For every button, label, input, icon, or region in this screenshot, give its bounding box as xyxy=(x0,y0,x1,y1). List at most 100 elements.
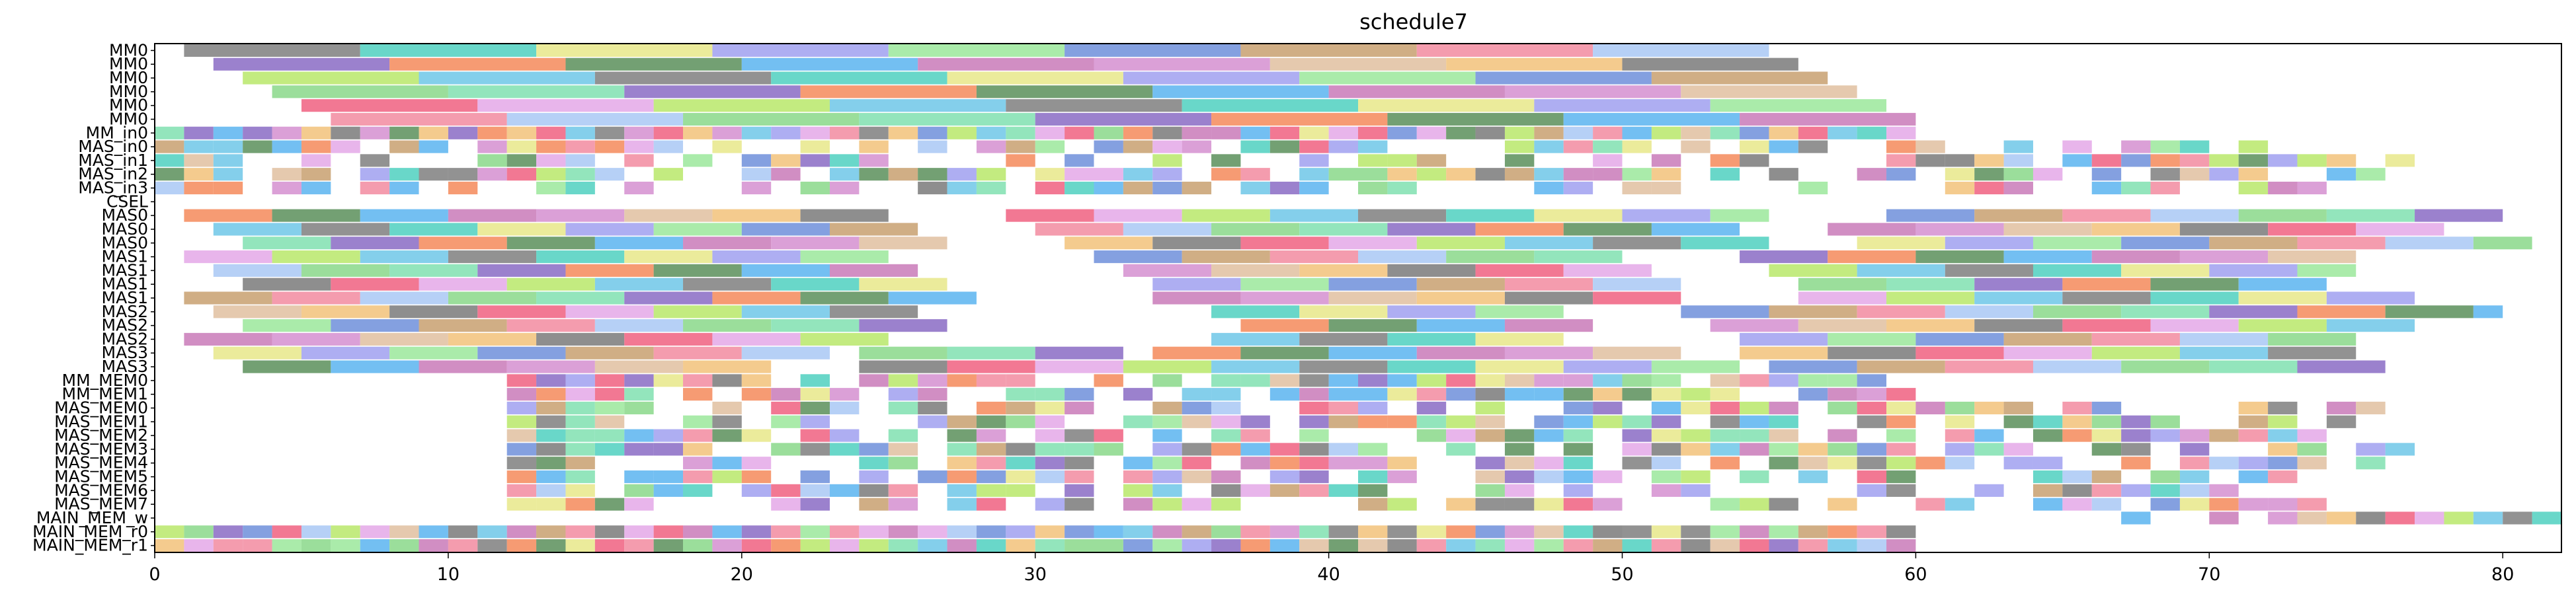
gantt-bar xyxy=(1886,278,1975,291)
gantt-bar xyxy=(301,99,478,112)
gantt-bar xyxy=(1710,457,1740,470)
gantt-bar xyxy=(1152,457,1182,470)
gantt-bar xyxy=(1328,539,1358,552)
gantt-bar xyxy=(1945,415,1975,428)
gantt-bar xyxy=(477,126,507,139)
gantt-bar xyxy=(1006,443,1035,456)
gantt-bar xyxy=(331,319,419,332)
gantt-bar xyxy=(1563,470,1593,484)
gantt-bar xyxy=(565,264,654,277)
gantt-bar xyxy=(800,85,977,98)
gantt-bar xyxy=(1358,470,1388,484)
gantt-bar xyxy=(2268,154,2298,167)
gantt-bar xyxy=(1358,126,1388,139)
gantt-bar xyxy=(1035,429,1065,442)
gantt-bar xyxy=(1358,484,1388,497)
gantt-bar xyxy=(1006,415,1035,428)
gantt-bar xyxy=(800,154,830,167)
gantt-bar xyxy=(389,223,478,236)
gantt-bar xyxy=(2003,415,2033,428)
gantt-bar xyxy=(1387,498,1417,511)
gantt-bar xyxy=(1504,539,1535,552)
gantt-bar xyxy=(1328,374,1358,387)
gantt-bar xyxy=(1387,415,1417,428)
gantt-bar xyxy=(1534,457,1564,470)
gantt-bar xyxy=(1416,237,1505,250)
gantt-bar xyxy=(1065,388,1094,401)
gantt-bar xyxy=(1504,346,1593,359)
y-tick-label: MM_MEM0 xyxy=(62,371,148,390)
gantt-bar xyxy=(1974,484,2004,497)
gantt-bar xyxy=(1152,443,1182,456)
gantt-bar xyxy=(1828,346,1916,359)
gantt-bar xyxy=(1504,154,1535,167)
gantt-bar xyxy=(536,388,566,401)
gantt-bar xyxy=(1651,168,1681,181)
gantt-bar xyxy=(1269,539,1300,552)
gantt-bar xyxy=(683,126,713,139)
gantt-bar xyxy=(2326,154,2356,167)
gantt-bar xyxy=(1651,154,1681,167)
gantt-bar xyxy=(859,470,889,484)
gantt-bar xyxy=(1563,539,1593,552)
gantt-bar xyxy=(2268,346,2356,359)
gantt-bar xyxy=(1475,429,1505,442)
gantt-bar xyxy=(1504,140,1535,153)
gantt-bar xyxy=(2209,154,2239,167)
gantt-bar xyxy=(2297,511,2327,525)
gantt-bar xyxy=(1240,484,1270,497)
gantt-bar xyxy=(2150,181,2180,195)
gantt-bar xyxy=(2150,484,2180,497)
gantt-bar xyxy=(2415,511,2444,525)
gantt-bar xyxy=(1622,168,1652,181)
gantt-bar xyxy=(712,332,801,346)
gantt-bar xyxy=(1358,498,1388,511)
gantt-bar xyxy=(565,457,595,470)
gantt-bar xyxy=(448,525,478,539)
gantt-bar xyxy=(272,168,302,181)
gantt-bar xyxy=(1152,278,1241,291)
gantt-bar xyxy=(301,140,331,153)
gantt-bar xyxy=(1651,470,1681,484)
gantt-bar xyxy=(2238,401,2269,415)
gantt-bar xyxy=(1651,443,1681,456)
gantt-bar xyxy=(1475,539,1505,552)
gantt-bar xyxy=(741,470,772,484)
gantt-bar xyxy=(1035,140,1065,153)
gantt-bar xyxy=(1240,237,1329,250)
gantt-bar xyxy=(829,443,860,456)
gantt-bar xyxy=(1681,443,1711,456)
gantt-bar xyxy=(1563,264,1652,277)
gantt-bar xyxy=(1886,470,1916,484)
gantt-bar xyxy=(712,539,742,552)
gantt-bar xyxy=(1387,332,1476,346)
gantt-bar xyxy=(1534,470,1564,484)
gantt-bar xyxy=(829,388,860,401)
gantt-bar xyxy=(1563,112,1740,126)
gantt-bar xyxy=(1475,401,1505,415)
gantt-bar xyxy=(1446,57,1623,71)
gantt-bar xyxy=(1945,429,1975,442)
gantt-bar xyxy=(1534,209,1623,222)
gantt-bar xyxy=(624,85,801,98)
gantt-bar xyxy=(1710,126,1740,139)
gantt-bar xyxy=(594,278,684,291)
gantt-bar xyxy=(1065,401,1094,415)
gantt-bar xyxy=(1240,291,1329,305)
gantt-bar xyxy=(1504,237,1593,250)
gantt-bar xyxy=(1886,154,1916,167)
gantt-bar xyxy=(594,168,625,181)
gantt-bar xyxy=(272,291,360,305)
gantt-bar xyxy=(800,401,830,415)
gantt-bar xyxy=(565,443,595,456)
gantt-bar xyxy=(1006,457,1035,470)
gantt-bar xyxy=(1211,168,1241,181)
gantt-bar xyxy=(184,291,272,305)
gantt-bar xyxy=(1828,250,1916,264)
gantt-bar xyxy=(1065,181,1094,195)
gantt-bar xyxy=(1475,374,1505,387)
gantt-bar xyxy=(947,374,977,387)
gantt-bar xyxy=(800,539,830,552)
gantt-bar xyxy=(184,168,214,181)
gantt-bar xyxy=(2150,278,2239,291)
